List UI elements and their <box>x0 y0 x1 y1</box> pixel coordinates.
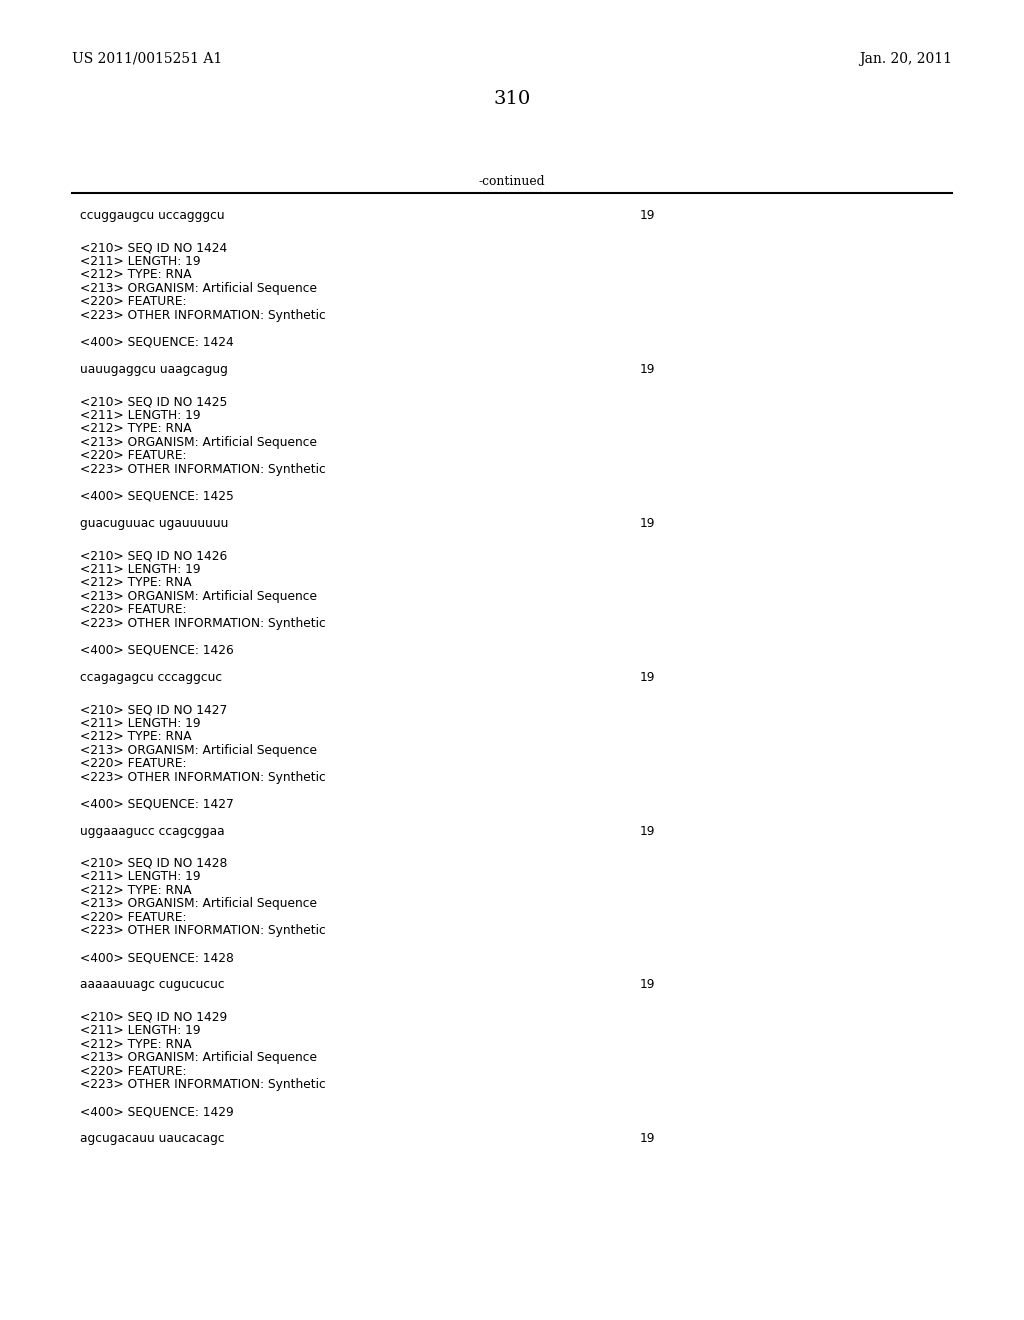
Text: <211> LENGTH: 19: <211> LENGTH: 19 <box>80 409 201 422</box>
Text: <400> SEQUENCE: 1428: <400> SEQUENCE: 1428 <box>80 952 233 965</box>
Text: <400> SEQUENCE: 1427: <400> SEQUENCE: 1427 <box>80 797 233 810</box>
Text: <223> OTHER INFORMATION: Synthetic: <223> OTHER INFORMATION: Synthetic <box>80 924 326 937</box>
Text: uauugaggcu uaagcagug: uauugaggcu uaagcagug <box>80 363 228 376</box>
Text: <210> SEQ ID NO 1424: <210> SEQ ID NO 1424 <box>80 242 227 255</box>
Text: <223> OTHER INFORMATION: Synthetic: <223> OTHER INFORMATION: Synthetic <box>80 1078 326 1092</box>
Text: 19: 19 <box>640 209 655 222</box>
Text: <213> ORGANISM: Artificial Sequence: <213> ORGANISM: Artificial Sequence <box>80 590 317 603</box>
Text: <211> LENGTH: 19: <211> LENGTH: 19 <box>80 562 201 576</box>
Text: <212> TYPE: RNA: <212> TYPE: RNA <box>80 730 191 743</box>
Text: <223> OTHER INFORMATION: Synthetic: <223> OTHER INFORMATION: Synthetic <box>80 616 326 630</box>
Text: <210> SEQ ID NO 1425: <210> SEQ ID NO 1425 <box>80 395 227 408</box>
Text: <210> SEQ ID NO 1427: <210> SEQ ID NO 1427 <box>80 704 227 715</box>
Text: <400> SEQUENCE: 1426: <400> SEQUENCE: 1426 <box>80 644 233 656</box>
Text: ccuggaugcu uccagggcu: ccuggaugcu uccagggcu <box>80 209 224 222</box>
Text: 19: 19 <box>640 671 655 684</box>
Text: US 2011/0015251 A1: US 2011/0015251 A1 <box>72 51 222 66</box>
Text: <213> ORGANISM: Artificial Sequence: <213> ORGANISM: Artificial Sequence <box>80 436 317 449</box>
Text: <212> TYPE: RNA: <212> TYPE: RNA <box>80 1038 191 1051</box>
Text: uggaaagucc ccagcggaa: uggaaagucc ccagcggaa <box>80 825 224 838</box>
Text: <220> FEATURE:: <220> FEATURE: <box>80 296 186 309</box>
Text: <210> SEQ ID NO 1428: <210> SEQ ID NO 1428 <box>80 857 227 870</box>
Text: <212> TYPE: RNA: <212> TYPE: RNA <box>80 268 191 281</box>
Text: <223> OTHER INFORMATION: Synthetic: <223> OTHER INFORMATION: Synthetic <box>80 463 326 475</box>
Text: <210> SEQ ID NO 1429: <210> SEQ ID NO 1429 <box>80 1011 227 1024</box>
Text: <220> FEATURE:: <220> FEATURE: <box>80 911 186 924</box>
Text: <210> SEQ ID NO 1426: <210> SEQ ID NO 1426 <box>80 549 227 562</box>
Text: <211> LENGTH: 19: <211> LENGTH: 19 <box>80 870 201 883</box>
Text: Jan. 20, 2011: Jan. 20, 2011 <box>859 51 952 66</box>
Text: <400> SEQUENCE: 1425: <400> SEQUENCE: 1425 <box>80 490 233 503</box>
Text: 19: 19 <box>640 1133 655 1146</box>
Text: <212> TYPE: RNA: <212> TYPE: RNA <box>80 884 191 898</box>
Text: <220> FEATURE:: <220> FEATURE: <box>80 449 186 462</box>
Text: <400> SEQUENCE: 1429: <400> SEQUENCE: 1429 <box>80 1105 233 1118</box>
Text: guacuguuac ugauuuuuu: guacuguuac ugauuuuuu <box>80 517 228 529</box>
Text: -continued: -continued <box>479 176 545 187</box>
Text: <213> ORGANISM: Artificial Sequence: <213> ORGANISM: Artificial Sequence <box>80 898 317 911</box>
Text: 19: 19 <box>640 363 655 376</box>
Text: 19: 19 <box>640 825 655 838</box>
Text: <211> LENGTH: 19: <211> LENGTH: 19 <box>80 255 201 268</box>
Text: <223> OTHER INFORMATION: Synthetic: <223> OTHER INFORMATION: Synthetic <box>80 309 326 322</box>
Text: <220> FEATURE:: <220> FEATURE: <box>80 758 186 770</box>
Text: <211> LENGTH: 19: <211> LENGTH: 19 <box>80 717 201 730</box>
Text: <400> SEQUENCE: 1424: <400> SEQUENCE: 1424 <box>80 335 233 348</box>
Text: 310: 310 <box>494 90 530 108</box>
Text: <212> TYPE: RNA: <212> TYPE: RNA <box>80 577 191 589</box>
Text: <213> ORGANISM: Artificial Sequence: <213> ORGANISM: Artificial Sequence <box>80 1052 317 1064</box>
Text: aaaaauuagc cugucucuc: aaaaauuagc cugucucuc <box>80 978 224 991</box>
Text: <220> FEATURE:: <220> FEATURE: <box>80 603 186 616</box>
Text: 19: 19 <box>640 517 655 529</box>
Text: <212> TYPE: RNA: <212> TYPE: RNA <box>80 422 191 436</box>
Text: 19: 19 <box>640 978 655 991</box>
Text: agcugacauu uaucacagc: agcugacauu uaucacagc <box>80 1133 224 1146</box>
Text: <213> ORGANISM: Artificial Sequence: <213> ORGANISM: Artificial Sequence <box>80 282 317 294</box>
Text: ccagagagcu cccaggcuc: ccagagagcu cccaggcuc <box>80 671 222 684</box>
Text: <220> FEATURE:: <220> FEATURE: <box>80 1065 186 1078</box>
Text: <223> OTHER INFORMATION: Synthetic: <223> OTHER INFORMATION: Synthetic <box>80 771 326 784</box>
Text: <213> ORGANISM: Artificial Sequence: <213> ORGANISM: Artificial Sequence <box>80 743 317 756</box>
Text: <211> LENGTH: 19: <211> LENGTH: 19 <box>80 1024 201 1038</box>
